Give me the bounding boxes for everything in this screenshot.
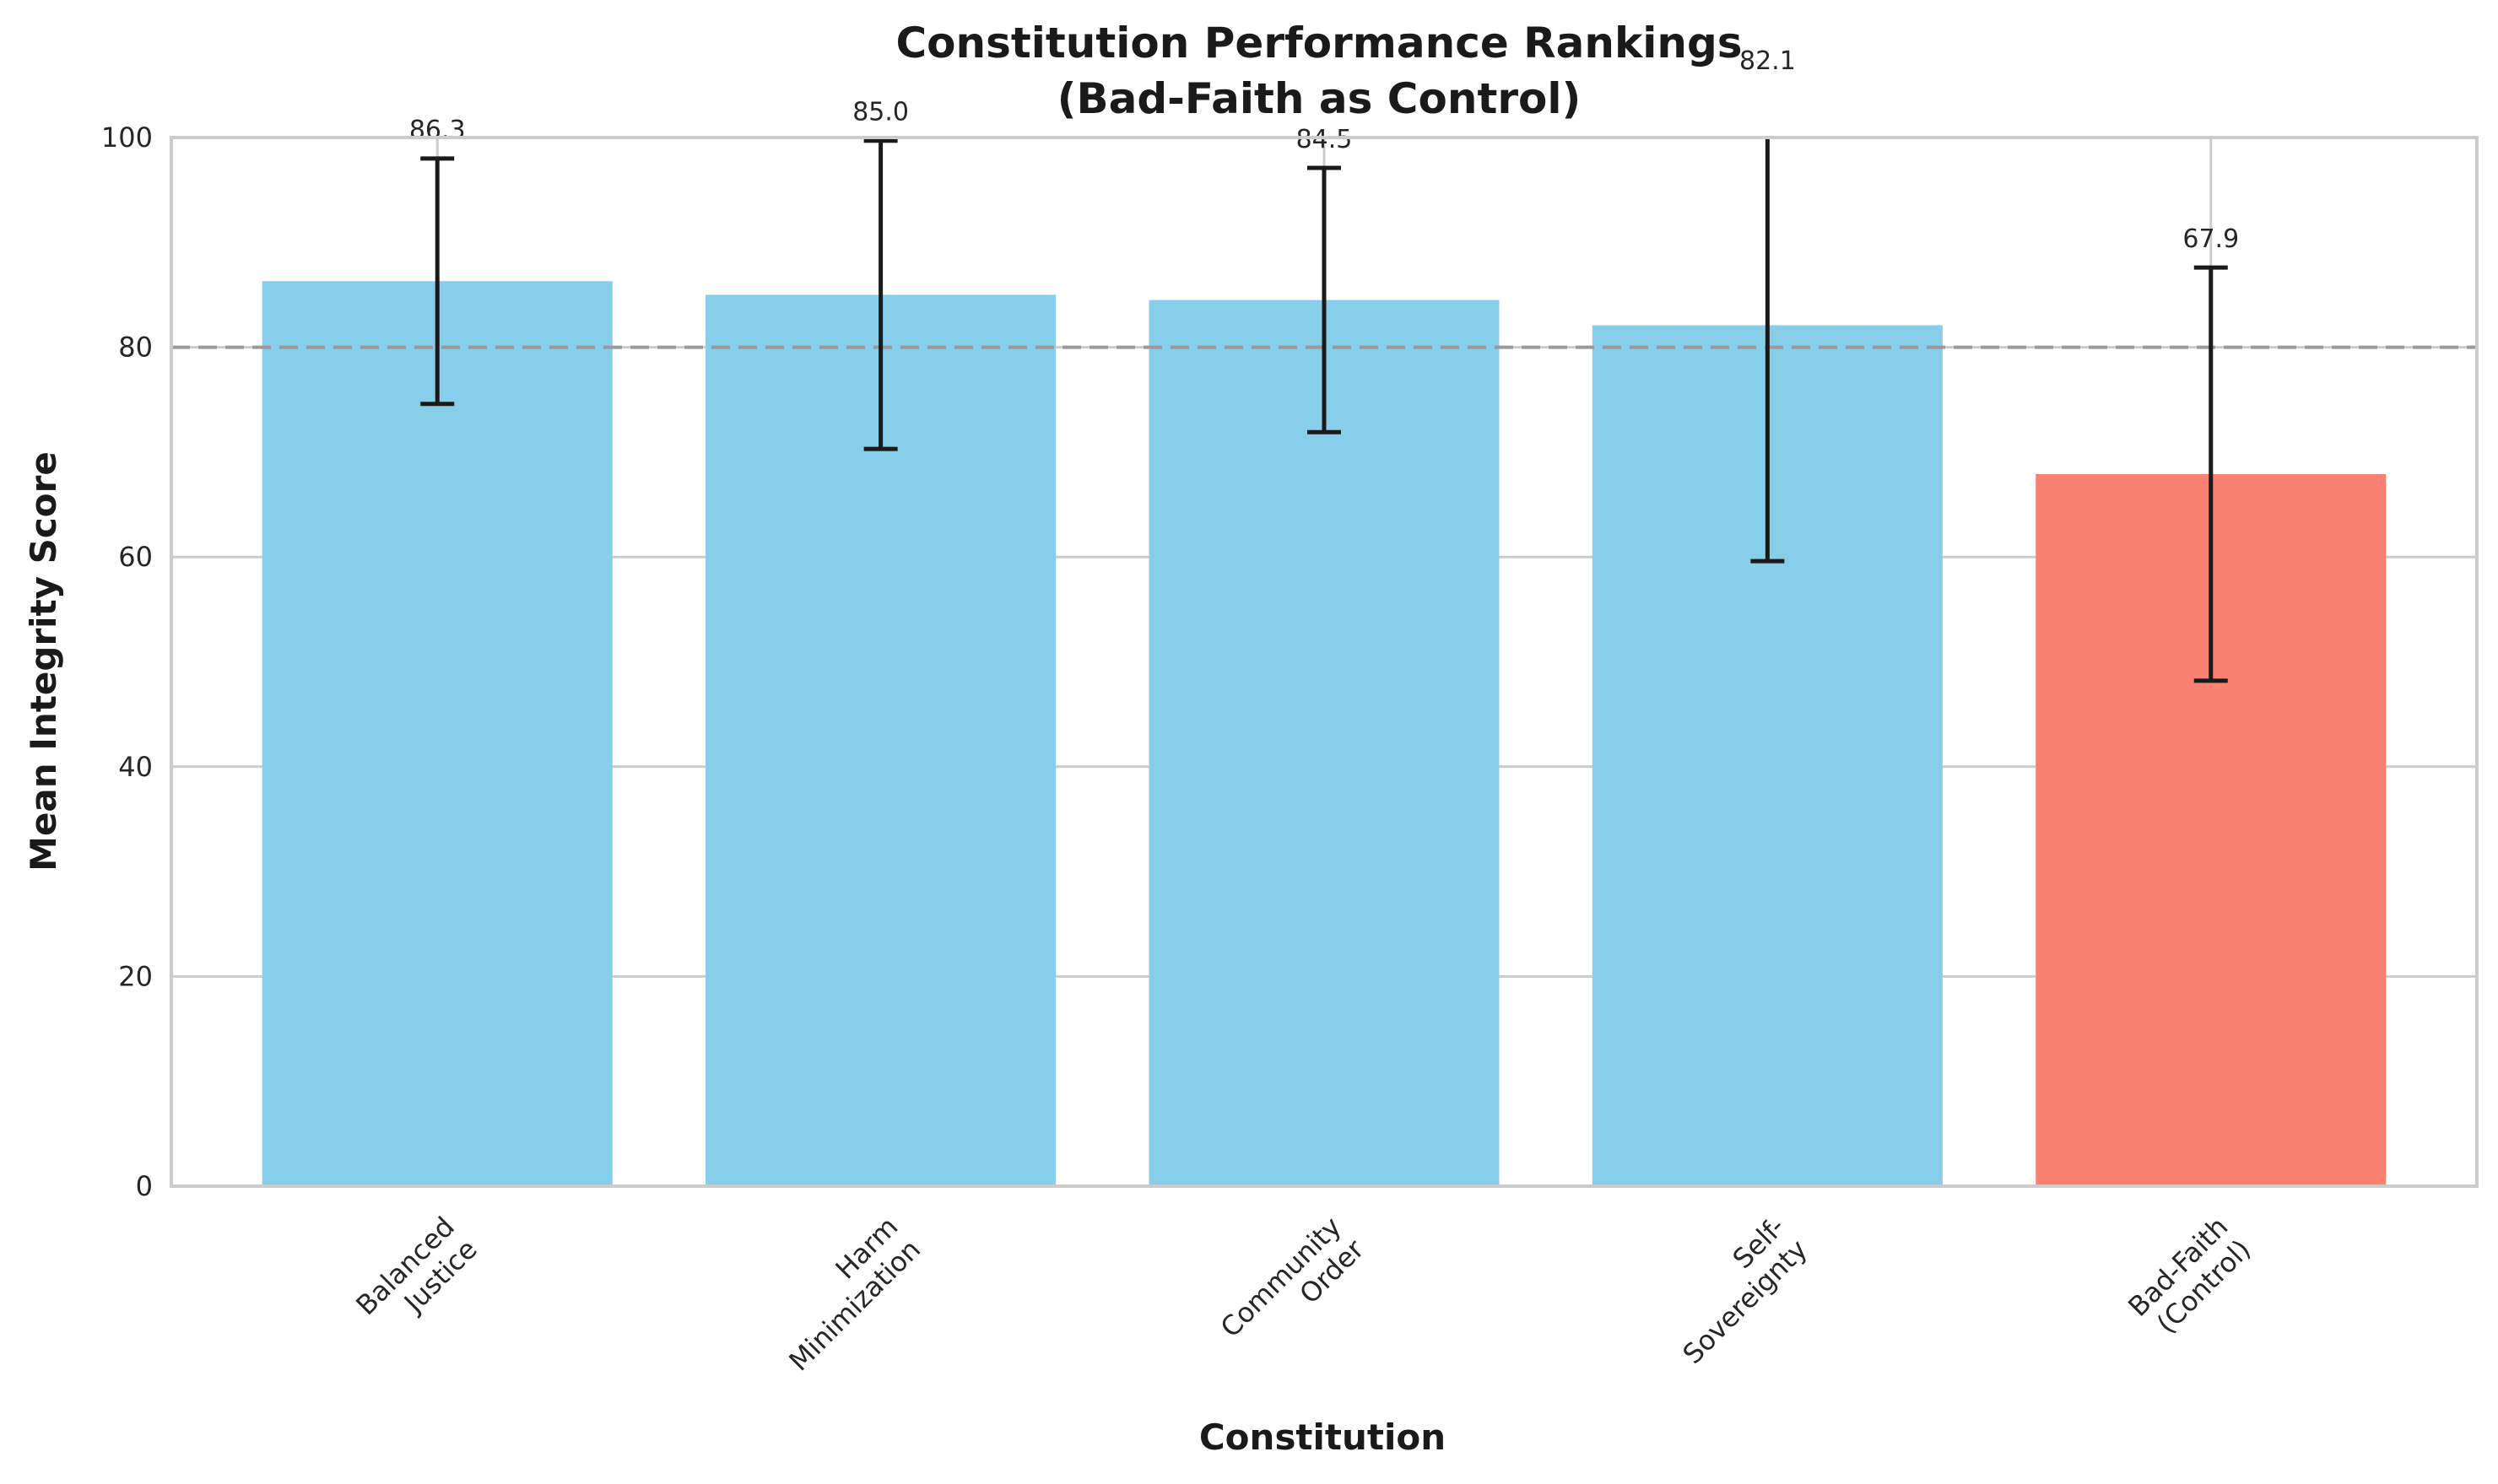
- value-label: 86.3: [409, 116, 466, 145]
- y-tick-label: 0: [136, 1170, 153, 1202]
- y-tick-label: 20: [118, 960, 153, 992]
- y-tick-label: 80: [118, 332, 153, 364]
- value-label: 82.1: [1739, 46, 1796, 76]
- y-axis-title: Mean Integrity Score: [23, 451, 64, 872]
- bar: [1149, 299, 1500, 1186]
- y-tick-label: 60: [118, 541, 153, 573]
- value-label-layer: 86.3 85.0 84.5 82.1 67.9: [409, 46, 2239, 254]
- x-axis-title: Constitution: [1199, 1417, 1446, 1458]
- value-label: 85.0: [852, 98, 909, 127]
- error-bar-layer: [420, 138, 2228, 683]
- y-tick-label: 100: [101, 121, 153, 154]
- value-label: 67.9: [2182, 224, 2239, 254]
- chart-title-line-1: Constitution Performance Rankings: [895, 19, 1742, 67]
- chart-title-line-2: (Bad-Faith as Control): [1057, 74, 1582, 123]
- y-tick-label: 40: [118, 751, 153, 783]
- value-label: 84.5: [1296, 125, 1353, 154]
- plot-frame: [170, 136, 2479, 1188]
- bar: [262, 281, 613, 1186]
